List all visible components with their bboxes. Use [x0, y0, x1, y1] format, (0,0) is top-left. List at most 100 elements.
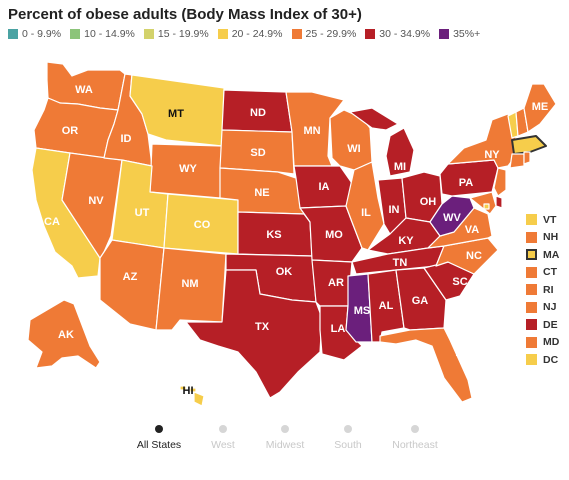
state-label: MT [168, 108, 184, 120]
state-ri[interactable] [523, 151, 531, 165]
state-fl[interactable] [379, 327, 473, 403]
state-sd[interactable] [219, 129, 295, 175]
legend-swatch [439, 29, 450, 39]
small-state-nj[interactable]: NJ [526, 299, 559, 317]
tab-dot [219, 425, 227, 433]
state-dc[interactable] [483, 203, 490, 210]
state-label: WV [443, 212, 461, 224]
state-label: KY [398, 235, 414, 247]
state-label: LA [331, 323, 346, 335]
state-label: NY [484, 149, 500, 161]
state-label: OK [276, 266, 293, 278]
state-ny[interactable] [447, 113, 517, 169]
state-swatch [526, 336, 537, 348]
state-swatch [526, 354, 537, 366]
state-label: NV [88, 195, 104, 207]
state-label: WY [179, 163, 197, 175]
state-code: NJ [543, 301, 557, 314]
legend-item: 10 - 14.9% [70, 28, 135, 40]
state-label: ND [250, 107, 266, 119]
tab-northeast[interactable]: Northeast [375, 425, 455, 451]
state-label: ME [532, 101, 549, 113]
state-mi[interactable] [349, 107, 415, 177]
small-state-nh[interactable]: NH [526, 229, 559, 247]
legend-item: 15 - 19.9% [143, 28, 209, 40]
state-hi[interactable] [179, 385, 205, 407]
legend-label: 20 - 24.9% [231, 28, 283, 40]
state-label: OR [62, 125, 79, 137]
state-label: UT [135, 207, 150, 219]
state-label: WA [75, 84, 93, 96]
legend-swatch [365, 29, 376, 39]
state-label: MI [394, 161, 406, 173]
small-state-dc[interactable]: DC [526, 351, 559, 369]
state-nj[interactable] [493, 167, 507, 197]
state-swatch [526, 231, 537, 243]
state-label: NE [254, 187, 269, 199]
state-wv[interactable] [429, 195, 475, 237]
tab-all-states[interactable]: All States [119, 425, 199, 451]
state-az[interactable] [99, 239, 165, 331]
state-label: PA [459, 177, 474, 189]
state-label: MN [303, 125, 320, 137]
state-label: MS [354, 305, 371, 317]
state-label: VA [465, 224, 480, 236]
state-label: TX [255, 321, 270, 333]
state-label: GA [412, 295, 429, 307]
state-label: SD [250, 147, 265, 159]
tab-midwest[interactable]: Midwest [245, 425, 325, 451]
legend-label: 25 - 29.9% [305, 28, 357, 40]
state-label: ID [121, 133, 132, 145]
state-label: SC [452, 276, 467, 288]
state-code: NH [543, 231, 559, 244]
tab-label: South [334, 439, 362, 451]
state-label: CO [194, 219, 211, 231]
state-ak[interactable] [27, 299, 101, 369]
legend-swatch [217, 29, 228, 39]
small-state-ct[interactable]: CT [526, 264, 559, 282]
state-swatch [526, 214, 537, 226]
state-label: AK [58, 329, 74, 341]
small-states-list: VT NH MA CT RI NJ DE MD DC [526, 211, 559, 369]
state-ct[interactable] [509, 153, 525, 169]
state-me[interactable] [523, 83, 557, 133]
tab-label: All States [136, 439, 182, 451]
state-code: MA [543, 248, 560, 261]
tab-west[interactable]: West [183, 425, 263, 451]
legend-item: 35%+ [439, 28, 480, 40]
legend-label: 15 - 19.9% [157, 28, 209, 40]
state-label: KS [266, 229, 281, 241]
state-de[interactable] [495, 195, 503, 209]
state-label: AZ [123, 271, 138, 283]
legend-item: 25 - 29.9% [291, 28, 357, 40]
state-swatch [526, 266, 537, 278]
legend-item: 0 - 9.9% [8, 28, 61, 40]
state-code: RI [543, 283, 554, 296]
legend-swatch [8, 29, 18, 39]
small-state-de[interactable]: DE [526, 316, 559, 334]
tab-label: West [211, 439, 235, 451]
legend-swatch [143, 29, 154, 39]
small-state-ma[interactable]: MA [526, 246, 559, 264]
tab-south[interactable]: South [308, 425, 388, 451]
state-label: HI [183, 385, 194, 397]
state-swatch [526, 319, 537, 331]
state-tx[interactable] [185, 269, 323, 399]
state-code: MD [543, 336, 560, 349]
state-label: MO [325, 229, 343, 241]
tab-dot [344, 425, 352, 433]
small-state-vt[interactable]: VT [526, 211, 559, 229]
small-state-md[interactable]: MD [526, 334, 559, 352]
state-code: VT [543, 213, 557, 226]
legend-swatch [70, 29, 81, 39]
region-tabs: All States West Midwest South Northeast [0, 425, 569, 465]
color-legend: 0 - 9.9% 10 - 14.9% 15 - 19.9% 20 - 24.9… [8, 28, 489, 40]
state-label: IL [361, 207, 371, 219]
legend-label: 0 - 9.9% [22, 28, 62, 40]
tab-label: Northeast [392, 439, 438, 451]
state-mn[interactable] [285, 91, 345, 167]
small-state-ri[interactable]: RI [526, 281, 559, 299]
state-ma[interactable] [511, 135, 547, 155]
state-code: DE [543, 318, 558, 331]
